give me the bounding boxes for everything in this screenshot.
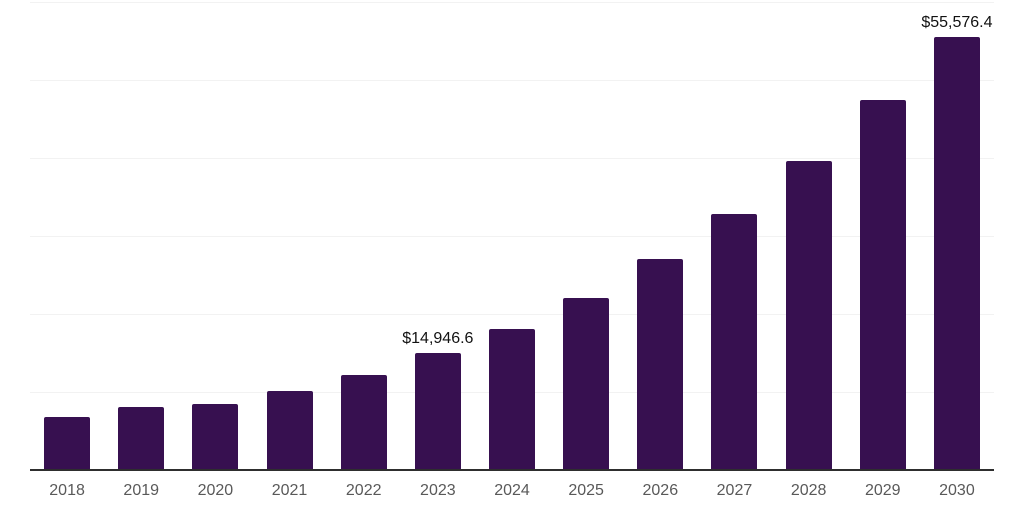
x-tick-label-2028: 2028 (790, 482, 827, 499)
gridline (30, 236, 994, 237)
bar-2022 (340, 375, 387, 470)
bar-value-label-2023: $14,946.6 (402, 330, 474, 348)
bar-2024 (489, 328, 535, 470)
bar-2027 (711, 213, 758, 470)
x-tick-label-2018: 2018 (49, 482, 85, 499)
x-tick-label-2021: 2021 (271, 482, 308, 499)
bar-2029 (859, 100, 906, 470)
x-tick-label-2019: 2019 (123, 482, 160, 499)
x-tick-label-2027: 2027 (716, 482, 753, 499)
x-tick-label-2029: 2029 (864, 482, 901, 499)
x-tick-label-2024: 2024 (494, 482, 530, 499)
bar-2028 (785, 161, 832, 470)
x-tick-label-2030: 2030 (939, 482, 975, 499)
x-tick-label-2023: 2023 (420, 482, 456, 499)
x-axis-line (30, 469, 994, 471)
x-tick-label-2022: 2022 (345, 482, 382, 499)
bar-2019 (118, 407, 165, 470)
bar-2026 (637, 258, 684, 470)
gridline (30, 80, 994, 81)
gridline (30, 314, 994, 315)
bar-2025 (563, 297, 610, 470)
x-tick-label-2025: 2025 (568, 482, 604, 499)
gridline (30, 158, 994, 159)
x-tick-label-2026: 2026 (642, 482, 679, 499)
x-tick-label-2020: 2020 (197, 482, 234, 499)
bar-2021 (266, 391, 313, 470)
gridline (30, 2, 994, 3)
bar-2023 (414, 353, 461, 470)
bar-2018 (44, 417, 91, 470)
bar-2030 (933, 36, 980, 470)
bar-value-label-2030: $55,576.4 (921, 13, 993, 31)
bar-2020 (192, 403, 239, 470)
